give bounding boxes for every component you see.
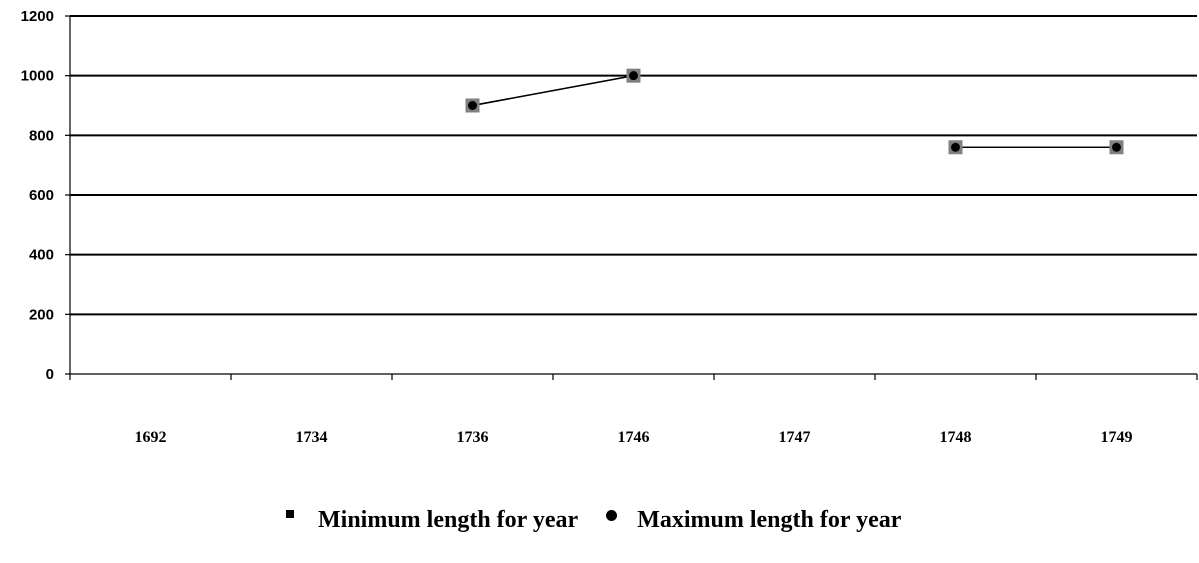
y-tick-label: 400 — [29, 247, 54, 264]
x-tick-label: 1692 — [135, 429, 167, 446]
legend: Minimum length for year Maximum length f… — [286, 500, 929, 540]
y-tick-label: 0 — [46, 366, 54, 383]
y-tick-label: 200 — [29, 306, 54, 323]
data-point-maximum — [468, 101, 477, 110]
x-tick-label: 1749 — [1101, 429, 1133, 446]
y-tick-label: 1000 — [21, 68, 54, 85]
circle-marker-icon — [606, 509, 618, 521]
legend-item-maximum: Maximum length for year — [606, 507, 901, 534]
x-tick-label: 1746 — [618, 429, 650, 446]
legend-label-minimum: Minimum length for year — [318, 506, 579, 533]
data-point-maximum — [629, 71, 638, 81]
legend-label-maximum: Maximum length for year — [637, 506, 902, 533]
data-point-maximum — [1112, 142, 1121, 152]
y-tick-label: 800 — [29, 127, 54, 144]
square-marker-icon — [286, 510, 294, 518]
gridlines — [70, 15, 1197, 316]
x-tick-label: 1747 — [779, 429, 811, 446]
data-point-maximum — [951, 142, 960, 152]
x-tick-label: 1734 — [296, 429, 328, 446]
y-tick-label: 600 — [29, 187, 54, 204]
series-line-maximum — [472, 74, 634, 107]
line-chart: 0 200 400 600 800 1000 1200 1692 1734 1736 1746 17… — [21, 8, 1198, 446]
y-axis-ticks: 0 200 400 600 800 1000 1200 — [21, 8, 70, 383]
x-tick-label: 1748 — [940, 429, 972, 446]
x-tick-label: 1736 — [457, 429, 489, 446]
y-tick-label: 1200 — [21, 8, 54, 25]
series-group — [465, 68, 1124, 155]
x-axis-ticks: 1692 1734 1736 1746 1747 1748 1749 — [69, 374, 1198, 446]
legend-item-minimum: Minimum length for year — [286, 507, 578, 534]
